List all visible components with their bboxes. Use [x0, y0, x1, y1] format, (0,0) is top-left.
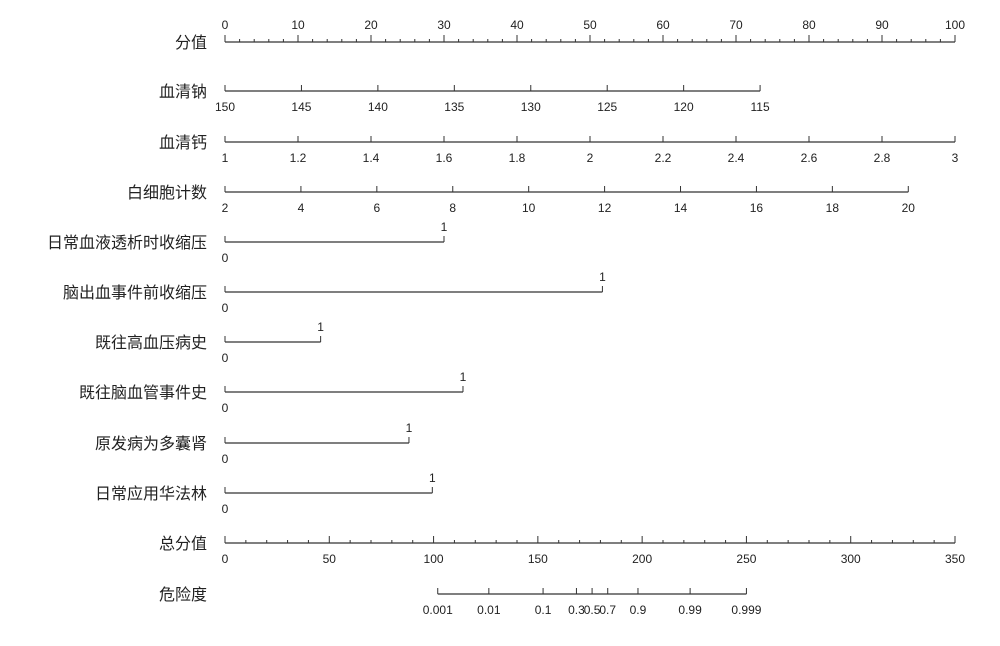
tick-label: 100 — [945, 18, 965, 32]
row-label: 日常应用华法林 — [95, 484, 207, 503]
tick-label: 16 — [750, 201, 764, 215]
row-label: 血清钠 — [159, 82, 207, 101]
row-5: 脑出血事件前收缩压 0 1 — [63, 270, 606, 315]
tick-label: 125 — [597, 100, 617, 114]
tick-label: 1 — [222, 151, 229, 165]
tick-label: 250 — [736, 552, 756, 566]
tick-label: 80 — [802, 18, 816, 32]
row-label: 日常血液透析时收缩压 — [47, 233, 207, 252]
row-label: 脑出血事件前收缩压 — [63, 283, 207, 302]
tick-label: 6 — [373, 201, 380, 215]
tick-label: 350 — [945, 552, 965, 566]
tick-label: 0.001 — [423, 603, 453, 617]
tick-label: 0 — [222, 452, 229, 466]
tick-label: 1.4 — [363, 151, 380, 165]
tick-label: 100 — [424, 552, 444, 566]
row-label: 分值 — [175, 33, 207, 52]
tick-label: 0 — [222, 552, 229, 566]
tick-label: 1 — [460, 370, 467, 384]
row-7: 既往脑血管事件史 0 1 — [79, 370, 467, 415]
tick-label: 2.4 — [728, 151, 745, 165]
tick-label: 150 — [215, 100, 235, 114]
tick-label: 1.2 — [290, 151, 307, 165]
tick-label: 120 — [674, 100, 694, 114]
tick-label: 0 — [222, 18, 229, 32]
tick-label: 145 — [291, 100, 311, 114]
tick-label: 50 — [583, 18, 597, 32]
tick-label: 0.7 — [599, 603, 616, 617]
row-8: 原发病为多囊肾 0 1 — [95, 421, 413, 466]
tick-label: 2.6 — [801, 151, 818, 165]
tick-label: 0 — [222, 502, 229, 516]
tick-label: 200 — [632, 552, 652, 566]
tick-label: 140 — [368, 100, 388, 114]
tick-label: 0.01 — [477, 603, 501, 617]
tick-label: 135 — [444, 100, 464, 114]
row-label: 既往高血压病史 — [95, 333, 207, 352]
row-label: 危险度 — [159, 585, 207, 604]
tick-label: 18 — [826, 201, 840, 215]
tick-label: 1 — [317, 320, 324, 334]
tick-label: 0 — [222, 251, 229, 265]
tick-label: 8 — [449, 201, 456, 215]
tick-label: 1 — [441, 220, 448, 234]
tick-label: 1 — [599, 270, 606, 284]
tick-label: 30 — [437, 18, 451, 32]
tick-label: 2 — [222, 201, 229, 215]
tick-label: 130 — [521, 100, 541, 114]
row-label: 原发病为多囊肾 — [95, 434, 207, 453]
tick-label: 70 — [729, 18, 743, 32]
tick-label: 2 — [587, 151, 594, 165]
row-label: 白细胞计数 — [127, 183, 207, 202]
row-label: 既往脑血管事件史 — [79, 383, 207, 402]
tick-label: 115 — [751, 100, 770, 114]
row-11: 危险度 0.001 0.01 0.1 0.30.50.7 0.9 0.99 0.999 — [159, 585, 762, 617]
row-label: 血清钙 — [159, 133, 207, 152]
tick-label: 10 — [291, 18, 305, 32]
tick-label: 90 — [875, 18, 889, 32]
row-3: 白细胞计数 2 4 6 8 10 12 14 16 18 20 — [127, 183, 915, 215]
tick-label: 12 — [598, 201, 612, 215]
tick-label: 0 — [222, 301, 229, 315]
row-1: 血清钠 150 145 140 135 130 125 120 115 — [159, 82, 770, 114]
row-0: 分值 0 10 20 30 40 50 60 70 80 90 100 — [175, 18, 965, 52]
tick-label: 0.999 — [731, 603, 761, 617]
tick-label: 0.9 — [630, 603, 647, 617]
tick-label: 1 — [406, 421, 413, 435]
row-9: 日常应用华法林 0 1 — [95, 471, 436, 516]
tick-label: 1.6 — [436, 151, 453, 165]
tick-label: 20 — [364, 18, 378, 32]
tick-label: 10 — [522, 201, 536, 215]
tick-label: 1 — [429, 471, 436, 485]
tick-label: 0.5 — [584, 603, 601, 617]
tick-label: 0.99 — [678, 603, 702, 617]
tick-label: 4 — [298, 201, 305, 215]
tick-label: 40 — [510, 18, 524, 32]
tick-label: 0 — [222, 351, 229, 365]
row-2: 血清钙 1 1.2 1.4 1.6 1.8 2 2.2 2.4 2.6 2.8 3 — [159, 133, 959, 165]
row-4: 日常血液透析时收缩压 0 1 — [47, 220, 448, 265]
tick-label: 3 — [952, 151, 959, 165]
row-label: 总分值 — [159, 534, 207, 553]
tick-label: 14 — [674, 201, 688, 215]
tick-label: 300 — [841, 552, 861, 566]
tick-label: 2.8 — [874, 151, 891, 165]
tick-label: 20 — [902, 201, 916, 215]
row-6: 既往高血压病史 0 1 — [95, 320, 324, 365]
tick-label: 60 — [656, 18, 670, 32]
tick-label: 0 — [222, 401, 229, 415]
tick-label: 0.3 — [568, 603, 585, 617]
tick-label: 150 — [528, 552, 548, 566]
tick-label: 50 — [323, 552, 337, 566]
tick-label: 1.8 — [509, 151, 526, 165]
tick-label: 2.2 — [655, 151, 672, 165]
row-10: 总分值 0 50 100 150 200 250 300 350 — [159, 534, 965, 566]
tick-label: 0.1 — [535, 603, 552, 617]
